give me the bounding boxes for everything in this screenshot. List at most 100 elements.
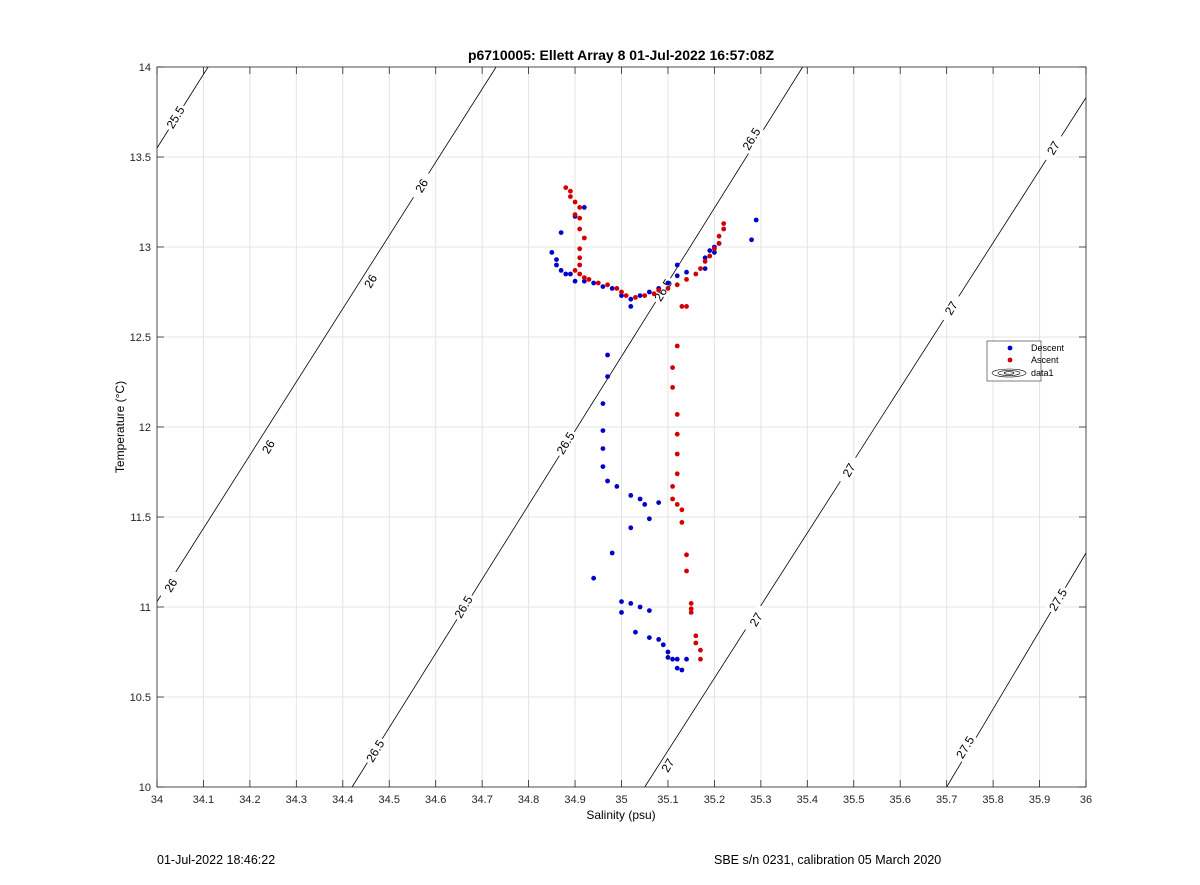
contour-label: 26 [361,272,380,291]
descent-point [619,293,624,298]
ascent-point [651,291,657,297]
ascent-point [577,246,583,252]
descent-point [581,205,587,210]
descent-point [665,649,671,655]
ascent-point [684,552,689,558]
ascent-point [577,205,583,210]
descent-point [633,629,638,635]
ascent-point [698,647,703,653]
x-tick-label: 35.8 [982,794,1003,806]
legend-label-ascent: Ascent [1031,355,1059,365]
ascent-point [595,280,601,286]
contour-label-background [654,749,682,782]
descent-point [609,286,615,291]
density-contour-labels: 25.52626262626.526.526.526.526.527272727… [157,101,1072,782]
descent-point [660,642,666,648]
descent-point [558,230,564,236]
ascent-point [716,233,722,239]
descent-point [646,516,652,522]
x-tick-label: 34.6 [425,794,446,806]
contour-label: 26 [161,576,180,595]
descent-point [563,271,569,277]
x-tick-label: 34.7 [471,794,492,806]
ascent-point [674,451,680,457]
ascent-point [693,633,699,639]
descent-point [591,280,597,286]
descent-point [642,502,648,507]
ascent-point [577,271,583,277]
ascent-point [684,304,689,309]
descent-point [646,608,652,613]
grid [156,66,1087,788]
ascent-point [674,282,680,288]
descent-point [702,255,708,261]
x-tick-label: 34.9 [564,794,585,806]
x-tick-label: 35 [615,794,627,806]
descent-point [558,268,564,273]
ascent-point [721,221,727,227]
footer-timestamp: 01-Jul-2022 18:46:22 [157,853,276,867]
data-series [549,185,759,673]
descent-point [628,525,634,531]
ascent-point [679,507,685,513]
x-tick-label: 34.4 [332,794,353,806]
contour-label: 26 [259,437,278,456]
ascent-point [684,277,689,282]
ascent-point [716,241,722,246]
x-tick-label: 35.2 [704,794,725,806]
ascent-point [568,188,573,194]
ascent-point [577,255,583,261]
descent-point [646,635,652,640]
x-tick-label: 35.9 [1029,794,1050,806]
ascent-point [577,226,583,232]
ascent-point [577,262,583,268]
descent-point [581,278,587,284]
ascent-point [688,601,694,606]
y-tick-label: 13 [139,242,151,254]
descent-point [572,278,578,284]
descent-point [712,250,717,255]
y-tick-label: 11.5 [130,512,151,524]
ascent-point [568,194,573,200]
descent-point [637,496,643,502]
contour-label: 27 [840,461,859,480]
descent-point [554,257,559,262]
contour-label-background [362,735,389,767]
x-tick-label: 34.1 [193,794,214,806]
ascent-point [674,343,680,349]
ascent-point [581,275,587,280]
descent-point [749,237,754,243]
descent-point [619,599,624,604]
y-tick-label: 11 [140,602,151,614]
descent-point [591,575,597,581]
descent-point [674,273,680,279]
contour-label: 26 [412,176,431,195]
descent-point [600,464,606,469]
ascent-point [665,286,671,291]
ascent-point [614,286,620,291]
density-contour-26-5 [351,66,803,788]
ascent-point [688,610,694,615]
descent-point [628,601,634,606]
contour-label-background [162,101,189,134]
descent-point [753,217,759,223]
ascent-point [693,640,699,646]
descent-point [646,289,652,295]
descent-point [609,550,615,556]
descent-point [619,610,624,615]
descent-point [600,446,606,451]
descent-point [605,374,610,379]
y-tick-label: 10 [139,782,151,794]
descent-point [665,280,671,286]
x-tick-label: 34.8 [518,794,539,806]
descent-point [674,665,680,671]
ascent-point [674,502,680,507]
descent-point [637,604,643,610]
contour-label: 27 [659,756,678,775]
series-ascent [563,185,727,662]
ascent-point [674,431,680,437]
descent-point [628,493,634,498]
y-tick-label: 13.5 [130,152,151,164]
contour-label-background [742,603,770,636]
